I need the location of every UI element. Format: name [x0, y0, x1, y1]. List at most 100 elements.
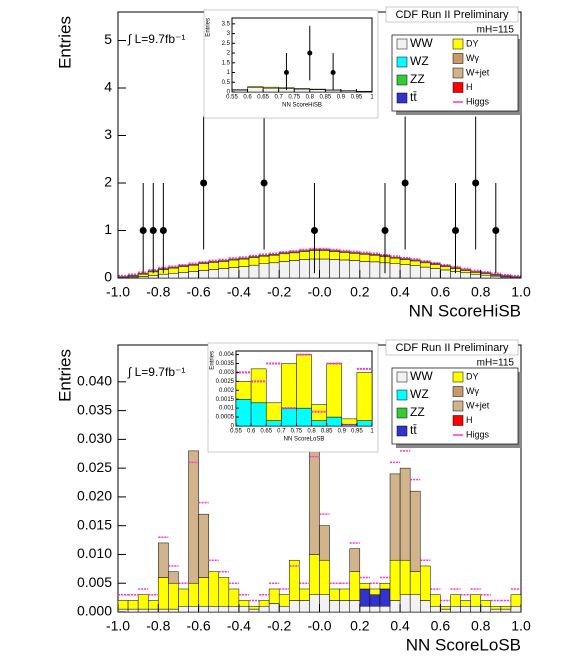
legend-swatch	[396, 389, 408, 401]
mass-label: mH=115	[477, 25, 515, 36]
histogram-bar	[299, 259, 310, 279]
histogram-bar	[158, 608, 169, 613]
histogram-bar	[188, 450, 199, 584]
legend-label: WZ	[410, 54, 429, 68]
x-tick-label: 0.75	[291, 429, 303, 435]
x-tick-label: -1.0	[106, 618, 130, 634]
histogram-bar	[168, 267, 179, 274]
legend-swatch	[396, 92, 408, 104]
data-point	[401, 179, 409, 187]
histogram-bar	[238, 266, 250, 279]
legend-swatch	[452, 415, 464, 426]
y-tick-label: 0.035	[77, 401, 112, 417]
histogram-bar	[258, 600, 270, 607]
y-tick-label: 0.0035	[216, 361, 235, 367]
y-tick-label: 0	[231, 424, 235, 430]
x-tick-label: 0.4	[390, 284, 410, 300]
histogram-bar	[178, 266, 189, 273]
data-point	[310, 227, 318, 234]
histogram-bar	[490, 273, 502, 276]
x-tick-label: -0.0	[307, 284, 331, 300]
histogram-bar	[117, 276, 129, 278]
histogram-bar	[500, 608, 512, 613]
histogram-bar	[168, 582, 179, 610]
histogram-bar	[510, 605, 522, 613]
y-tick-label: 0.004	[219, 352, 235, 358]
histogram-bar	[430, 263, 441, 265]
histogram-bar	[319, 249, 330, 251]
histogram-bar	[268, 588, 280, 604]
histogram-bar	[198, 577, 209, 607]
histogram-bar	[450, 594, 461, 607]
histogram-bar	[250, 368, 267, 404]
x-tick-label: -0.0	[307, 618, 331, 634]
data-point	[260, 179, 268, 187]
data-point	[283, 70, 289, 76]
legend-label: H	[466, 415, 473, 425]
legend-label: Wγ	[466, 53, 479, 63]
legend-swatch	[452, 67, 464, 79]
data-point	[330, 70, 336, 76]
x-tick-label: -0.8	[146, 284, 170, 300]
histogram-bar	[168, 608, 179, 613]
legend-label: ZZ	[410, 405, 425, 419]
histogram-bar	[409, 260, 421, 266]
histogram-bar	[311, 420, 327, 427]
x-tick-label: 0.95	[351, 429, 363, 435]
histogram-bar	[258, 254, 270, 257]
histogram-bar	[369, 254, 381, 263]
histogram-bar	[158, 577, 169, 610]
histogram-bar	[430, 268, 441, 279]
x-tick-label: -0.6	[187, 284, 211, 300]
histogram-bar	[147, 608, 159, 613]
histogram-bar	[339, 588, 350, 601]
x-tick-label: 0.65	[260, 429, 272, 435]
histogram-bar	[480, 272, 492, 274]
histogram-bar	[325, 89, 342, 93]
title-box	[385, 6, 519, 23]
histogram-bar	[379, 582, 391, 590]
legend-label: WW	[410, 36, 433, 50]
histogram-bar	[299, 588, 310, 601]
histogram-bar	[339, 259, 350, 279]
luminosity-label: ∫ L=9.7fb⁻¹	[127, 32, 185, 46]
x-tick-label: -1.0	[106, 284, 130, 300]
histogram-bar	[379, 588, 391, 607]
histogram-bar	[359, 253, 371, 255]
histogram-bar	[178, 588, 189, 607]
histogram-bar	[359, 605, 371, 613]
histogram-bar	[399, 559, 411, 595]
y-tick-label: 2	[227, 51, 231, 57]
histogram-bar	[281, 363, 297, 409]
legend-label: tt̄	[410, 423, 417, 437]
inset-background	[203, 9, 379, 119]
histogram-bar	[299, 600, 310, 613]
histogram-bar	[278, 253, 290, 262]
y-tick-label: 4	[104, 79, 112, 95]
histogram-bar	[430, 594, 441, 607]
x-tick-label: -0.4	[227, 284, 251, 300]
histogram-bar	[399, 259, 411, 265]
title-box	[385, 339, 519, 356]
legend-swatch	[452, 400, 464, 412]
histogram-bar	[188, 264, 199, 272]
histogram-bar	[247, 86, 264, 88]
histogram-bar	[349, 548, 361, 572]
histogram-bar	[440, 266, 451, 271]
x-tick-label: 0.55	[226, 95, 238, 101]
y-tick-label: 0.020	[77, 488, 112, 504]
histogram-bar	[289, 559, 300, 601]
y-tick-label: 0.001	[219, 406, 235, 412]
data-point	[149, 227, 157, 234]
histogram-bar	[369, 254, 381, 256]
histogram-bar	[409, 490, 421, 572]
legend-label: tt̄	[410, 90, 417, 104]
histogram-bar	[480, 600, 492, 607]
y-axis-label: Entries	[55, 349, 74, 402]
x-axis-label: NN ScoreLoSB	[284, 437, 325, 443]
histogram-bar	[460, 270, 471, 274]
histogram-bar	[420, 565, 431, 601]
histogram-bar	[420, 262, 431, 268]
histogram-bar	[281, 407, 297, 427]
